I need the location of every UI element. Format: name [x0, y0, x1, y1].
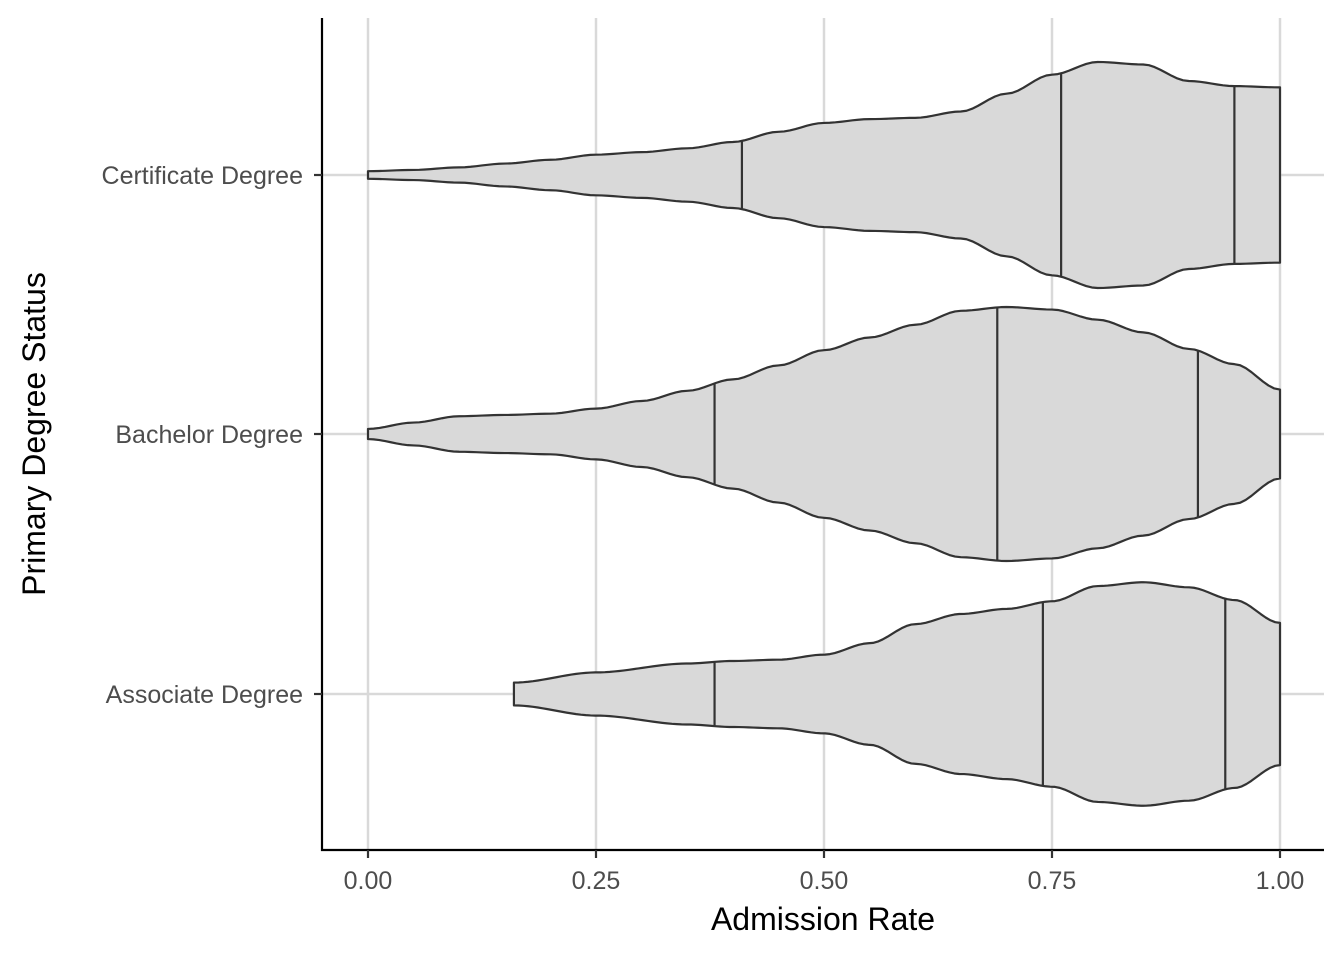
axes: 0.00 0.25 0.50 0.75 1.00 Associate Degree Bach… [102, 18, 1324, 895]
violins [366, 60, 1282, 807]
x-tick-label: 1.00 [1256, 867, 1305, 895]
x-tick-label: 0.00 [344, 867, 393, 895]
y-tick-label: Certificate Degree [102, 162, 303, 190]
y-tick-label: Bachelor Degree [115, 421, 303, 449]
x-tick-label: 0.25 [572, 867, 621, 895]
y-axis-title: Primary Degree Status [16, 272, 52, 596]
violin-certificate-degree [366, 60, 1282, 290]
x-tick-label: 0.75 [1028, 867, 1077, 895]
x-tick-label: 0.50 [800, 867, 849, 895]
axis-frame [320, 18, 1324, 852]
violin-bachelor-degree [366, 305, 1282, 563]
violin-associate-degree [512, 581, 1282, 807]
x-axis-title: Admission Rate [711, 901, 935, 937]
y-tick-label: Associate Degree [106, 681, 303, 709]
